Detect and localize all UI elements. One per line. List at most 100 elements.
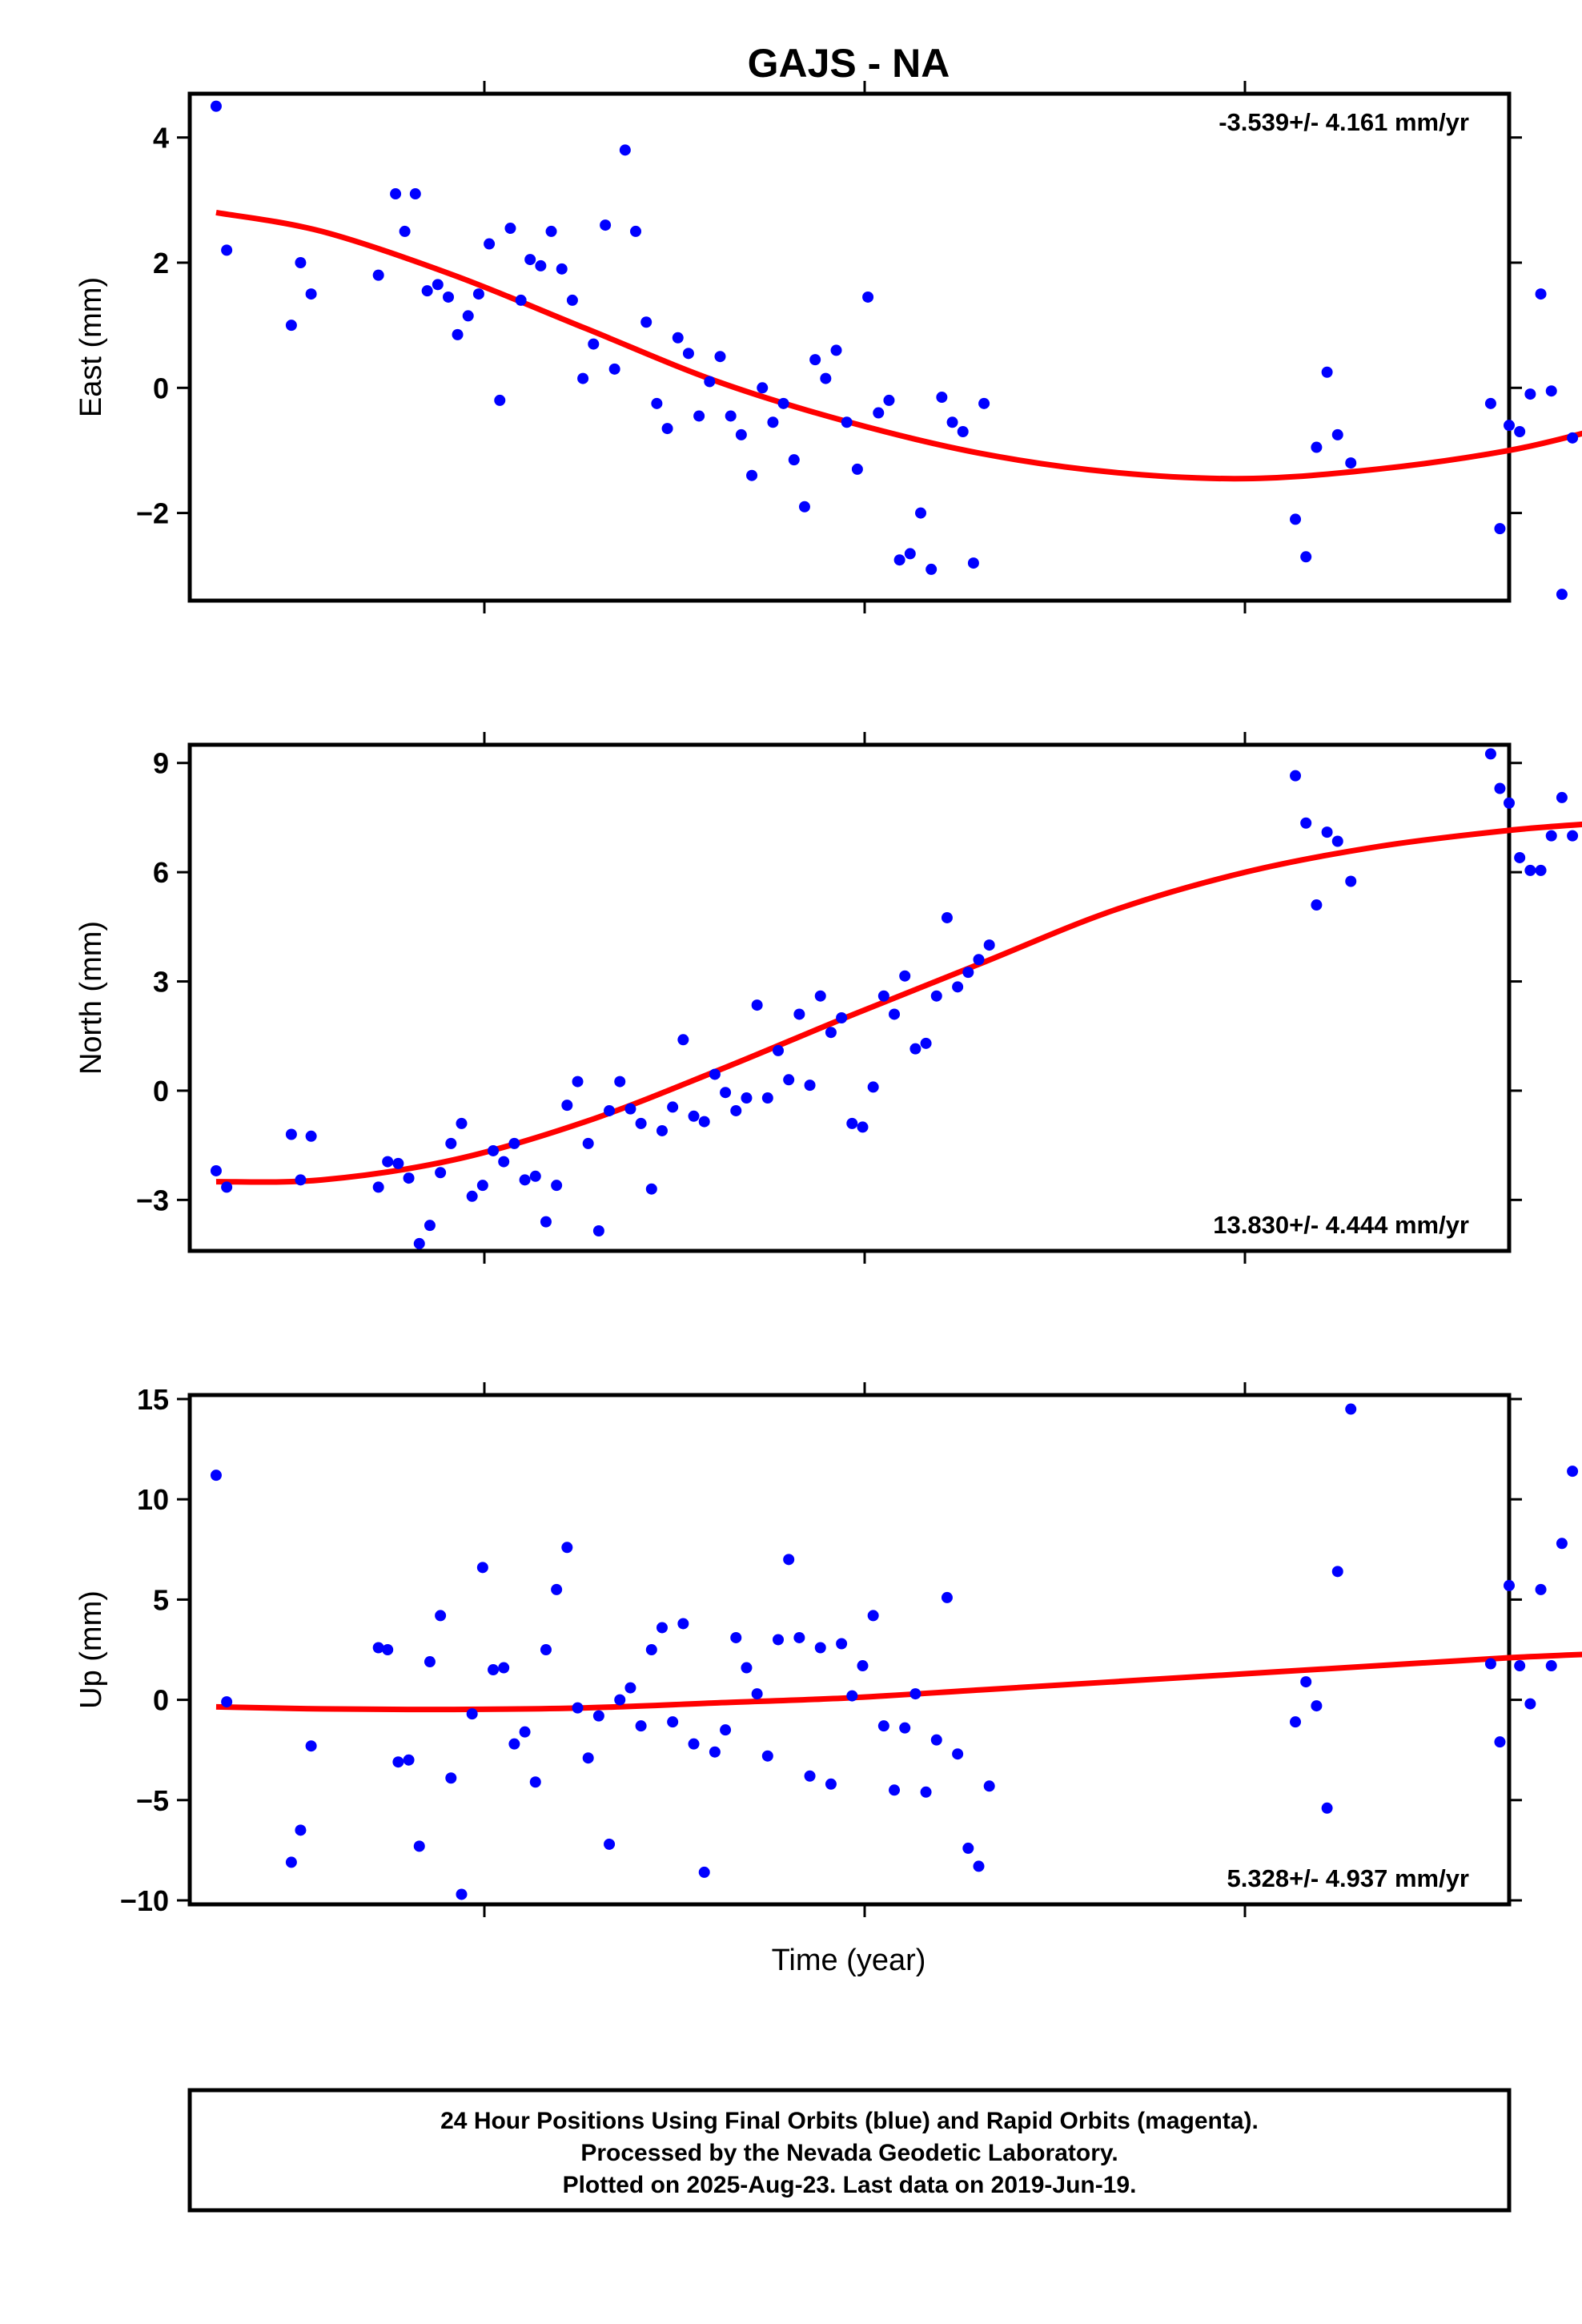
data-point <box>1524 388 1536 400</box>
data-point <box>720 1087 732 1099</box>
data-point <box>973 954 985 966</box>
data-point <box>1567 830 1579 842</box>
data-point <box>877 990 889 1002</box>
data-point <box>930 1734 942 1746</box>
data-point <box>443 291 455 303</box>
data-point <box>572 1702 584 1714</box>
data-point <box>725 410 737 422</box>
data-point <box>735 428 747 440</box>
data-point <box>1345 457 1357 469</box>
data-point <box>588 338 600 350</box>
data-point <box>1514 426 1526 437</box>
data-point <box>1556 1538 1568 1550</box>
data-point <box>413 1237 425 1249</box>
data-point <box>656 1124 668 1136</box>
data-point <box>862 291 874 303</box>
data-point <box>614 1076 626 1088</box>
data-point <box>920 1037 932 1049</box>
data-point <box>952 981 964 993</box>
data-point <box>476 1562 488 1574</box>
data-point <box>672 332 684 344</box>
data-point <box>1545 1660 1557 1672</box>
data-point <box>957 426 969 437</box>
chart-title: GAJS - NA <box>748 41 950 86</box>
data-point <box>836 1638 848 1650</box>
data-point <box>382 1644 394 1655</box>
data-point <box>635 1720 647 1732</box>
data-point <box>1311 899 1323 911</box>
data-point <box>645 1183 657 1195</box>
data-point <box>1524 864 1536 876</box>
y-tick-label: 4 <box>153 122 169 155</box>
data-point <box>1494 523 1506 535</box>
data-point <box>285 1128 297 1140</box>
data-point <box>1494 1736 1506 1748</box>
data-point <box>305 288 317 300</box>
data-point <box>667 1101 679 1113</box>
y-tick-label: −2 <box>136 497 169 530</box>
data-point <box>825 1027 837 1039</box>
data-point <box>920 1786 932 1798</box>
data-point <box>698 1116 710 1128</box>
data-point <box>1567 1466 1579 1478</box>
data-point <box>1290 770 1302 782</box>
data-point <box>930 990 942 1002</box>
data-point <box>295 1824 307 1836</box>
y-tick-label: 10 <box>137 1483 169 1516</box>
data-point <box>221 244 233 256</box>
data-point <box>814 990 826 1002</box>
data-point <box>1290 1716 1302 1728</box>
data-point <box>1300 551 1312 563</box>
data-point <box>962 1842 974 1854</box>
data-point <box>904 548 916 560</box>
footer-line-2: Processed by the Nevada Geodetic Laborat… <box>580 2140 1118 2166</box>
data-point <box>524 254 536 266</box>
data-point <box>452 328 464 340</box>
data-point <box>413 1840 425 1852</box>
data-point <box>867 1081 879 1093</box>
data-point <box>435 1167 447 1179</box>
data-point <box>946 416 958 428</box>
data-point <box>390 188 402 200</box>
data-point <box>432 279 444 291</box>
data-point <box>793 1008 805 1020</box>
data-point <box>295 257 307 268</box>
data-point <box>941 911 953 923</box>
data-point <box>962 967 974 979</box>
y-axis-label: East (mm) <box>74 277 108 417</box>
trend-fit-line <box>215 821 1582 1185</box>
data-point <box>1290 513 1302 525</box>
data-point <box>1514 1660 1526 1672</box>
data-point <box>1524 1698 1536 1710</box>
data-point <box>741 1662 753 1674</box>
data-point <box>909 1688 921 1700</box>
data-point <box>305 1740 317 1752</box>
data-point <box>761 1092 773 1104</box>
data-point <box>698 1866 710 1878</box>
data-point <box>1311 441 1323 453</box>
data-point <box>210 1470 222 1482</box>
data-point <box>1321 826 1333 838</box>
data-point <box>798 501 810 513</box>
data-point <box>551 1180 563 1192</box>
data-point <box>926 563 938 575</box>
data-point <box>382 1156 394 1168</box>
data-point <box>978 397 990 409</box>
y-axis-label: North (mm) <box>74 921 108 1075</box>
data-point <box>1556 589 1568 601</box>
y-tick-label: 15 <box>137 1383 169 1416</box>
data-point <box>456 1117 468 1129</box>
data-point <box>883 394 895 406</box>
data-point <box>804 1770 816 1782</box>
data-point <box>285 320 297 332</box>
data-point <box>551 1583 563 1595</box>
data-point <box>561 1542 573 1554</box>
data-point <box>519 1174 531 1186</box>
data-point <box>1567 432 1579 444</box>
data-point <box>640 316 652 328</box>
data-point <box>1345 1403 1357 1415</box>
data-point <box>809 354 821 366</box>
data-point <box>936 392 948 404</box>
data-point <box>909 1043 921 1055</box>
data-point <box>1331 1566 1343 1578</box>
